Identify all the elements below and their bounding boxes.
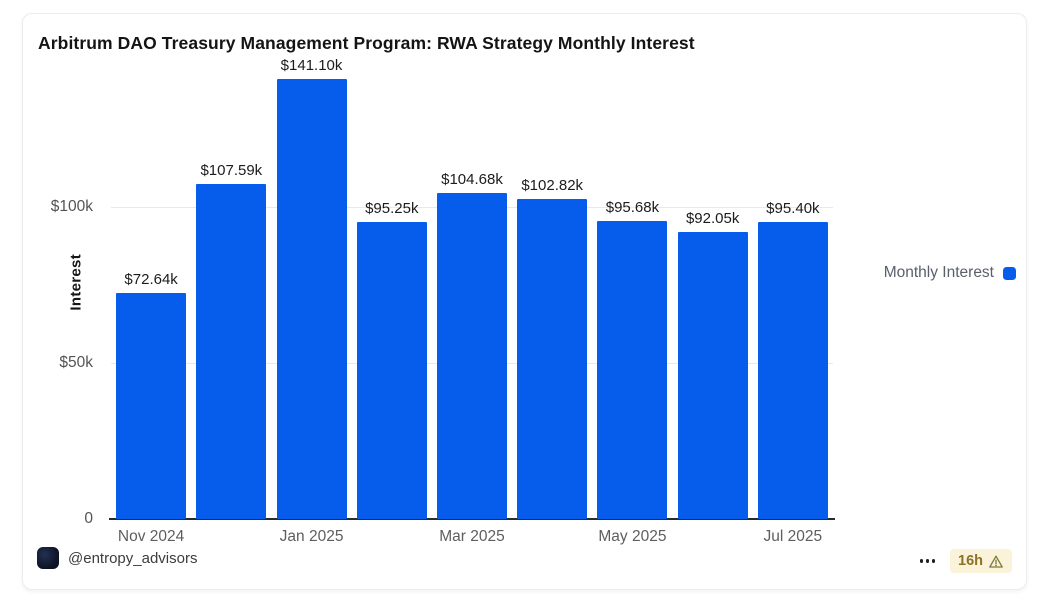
bar-dec-2024[interactable] <box>196 183 267 519</box>
ellipsis-icon-dot <box>925 559 929 563</box>
x-tick-label <box>352 528 432 546</box>
chart-title: Arbitrum DAO Treasury Management Program… <box>38 33 695 53</box>
bar-slot-nov-2024: $72.64k <box>111 61 191 519</box>
bar-value-label: $104.68k <box>441 170 503 188</box>
bar-value-label: $107.59k <box>200 161 263 179</box>
age-warning-badge[interactable]: 16h <box>950 549 1012 573</box>
x-tick-label <box>191 528 271 546</box>
bar-slot-may-2025: $95.68k <box>592 61 672 519</box>
bar-apr-2025[interactable] <box>517 198 588 519</box>
x-axis-line <box>109 518 835 520</box>
age-text: 16h <box>958 553 983 569</box>
bar-value-label: $92.05k <box>685 210 740 228</box>
bars-container: $72.64k $107.59k $141.10k $95.25k $104.68k $1… <box>111 57 833 519</box>
bar-may-2025[interactable] <box>597 220 668 519</box>
x-axis-ticks: Nov 2024 Jan 2025 Mar 2025 May 2025 Jul 2025 <box>111 528 833 546</box>
x-tick-label: Nov 2024 <box>117 528 185 545</box>
bar-feb-2025[interactable] <box>356 222 427 519</box>
ellipsis-icon <box>919 559 923 563</box>
bar-slot-dec-2024: $107.59k <box>191 61 271 519</box>
attribution: @entropy_advisors <box>37 547 197 569</box>
y-tick-label: $50k <box>59 354 93 372</box>
footer-actions: 16h <box>918 549 1012 573</box>
x-tick-label: Jan 2025 <box>279 528 344 545</box>
bar-value-label: $95.25k <box>365 200 419 218</box>
bar-value-label: $95.68k <box>605 198 660 216</box>
bar-jul-2025[interactable] <box>757 221 828 519</box>
bar-jan-2025[interactable] <box>276 79 347 519</box>
overflow-menu-button[interactable] <box>918 555 938 567</box>
legend-label: Monthly Interest <box>883 264 994 281</box>
bar-slot-jul-2025: $95.40k <box>753 61 833 519</box>
x-tick-label: Mar 2025 <box>439 528 505 545</box>
entropy-advisors-logo-icon[interactable] <box>37 547 59 569</box>
ellipsis-icon-dot <box>931 559 935 563</box>
y-axis-ticks: 0 $50k $100k <box>23 61 99 527</box>
bar-jun-2025[interactable] <box>677 232 748 519</box>
bar-slot-jan-2025: $141.10k <box>271 57 351 519</box>
chart-card: Arbitrum DAO Treasury Management Program… <box>22 13 1027 590</box>
bar-nov-2024[interactable] <box>116 292 187 519</box>
legend-swatch-icon <box>1003 266 1016 280</box>
bar-slot-jun-2025: $92.05k <box>673 61 753 519</box>
x-tick-label <box>673 528 753 546</box>
bar-value-label: $141.10k <box>280 57 343 75</box>
y-tick-label: $100k <box>50 198 93 216</box>
x-tick-label: Jul 2025 <box>763 528 823 545</box>
bar-slot-mar-2025: $104.68k <box>432 61 512 519</box>
x-tick-label <box>512 528 592 546</box>
legend-item-monthly-interest[interactable]: Monthly Interest <box>884 264 1016 282</box>
warning-triangle-icon <box>989 555 1003 568</box>
bar-slot-feb-2025: $95.25k <box>352 61 432 519</box>
author-handle[interactable]: @entropy_advisors <box>68 549 198 567</box>
y-tick-label: 0 <box>84 510 93 527</box>
bar-value-label: $102.82k <box>521 176 584 194</box>
bar-slot-apr-2025: $102.82k <box>512 61 592 519</box>
bar-value-label: $72.64k <box>124 270 178 288</box>
bar-value-label: $95.40k <box>766 199 820 217</box>
bar-mar-2025[interactable] <box>436 192 507 519</box>
plot-area: $72.64k $107.59k $141.10k $95.25k $104.68k $1… <box>109 57 835 520</box>
x-tick-label: May 2025 <box>598 528 667 545</box>
